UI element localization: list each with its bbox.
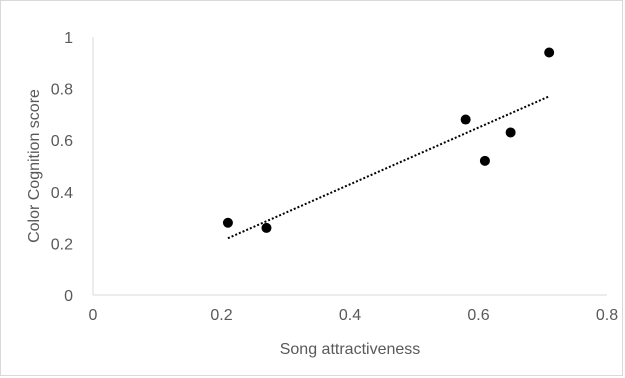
x-tick-label: 0.6 <box>467 307 489 324</box>
trendline-group <box>227 95 550 240</box>
data-point <box>261 222 272 233</box>
y-axis-title: Color Cognition score <box>26 89 43 243</box>
y-tick-label: 0.2 <box>51 236 73 253</box>
data-point <box>460 114 471 125</box>
x-axis-title: Song attractiveness <box>280 341 421 358</box>
x-tick-label: 0.8 <box>596 307 618 324</box>
y-tick-label: 1 <box>64 30 73 47</box>
x-tick-labels: 0 0.2 0.4 0.6 0.8 <box>89 307 619 324</box>
x-tick-label: 0.2 <box>210 307 232 324</box>
y-tick-label: 0.4 <box>51 185 73 202</box>
x-tick-label: 0 <box>89 307 98 324</box>
axes-group <box>92 37 607 296</box>
x-tick-label: 0.4 <box>339 307 361 324</box>
data-points <box>222 47 555 233</box>
data-point <box>222 217 233 228</box>
data-point <box>505 127 516 138</box>
trendline <box>227 95 550 240</box>
data-point <box>544 47 555 58</box>
y-tick-label: 0 <box>64 288 73 305</box>
y-tick-label: 0.6 <box>51 133 73 150</box>
data-point <box>479 155 490 166</box>
y-tick-label: 0.8 <box>51 82 73 99</box>
y-tick-labels: 0 0.2 0.4 0.6 0.8 1 <box>51 30 73 305</box>
